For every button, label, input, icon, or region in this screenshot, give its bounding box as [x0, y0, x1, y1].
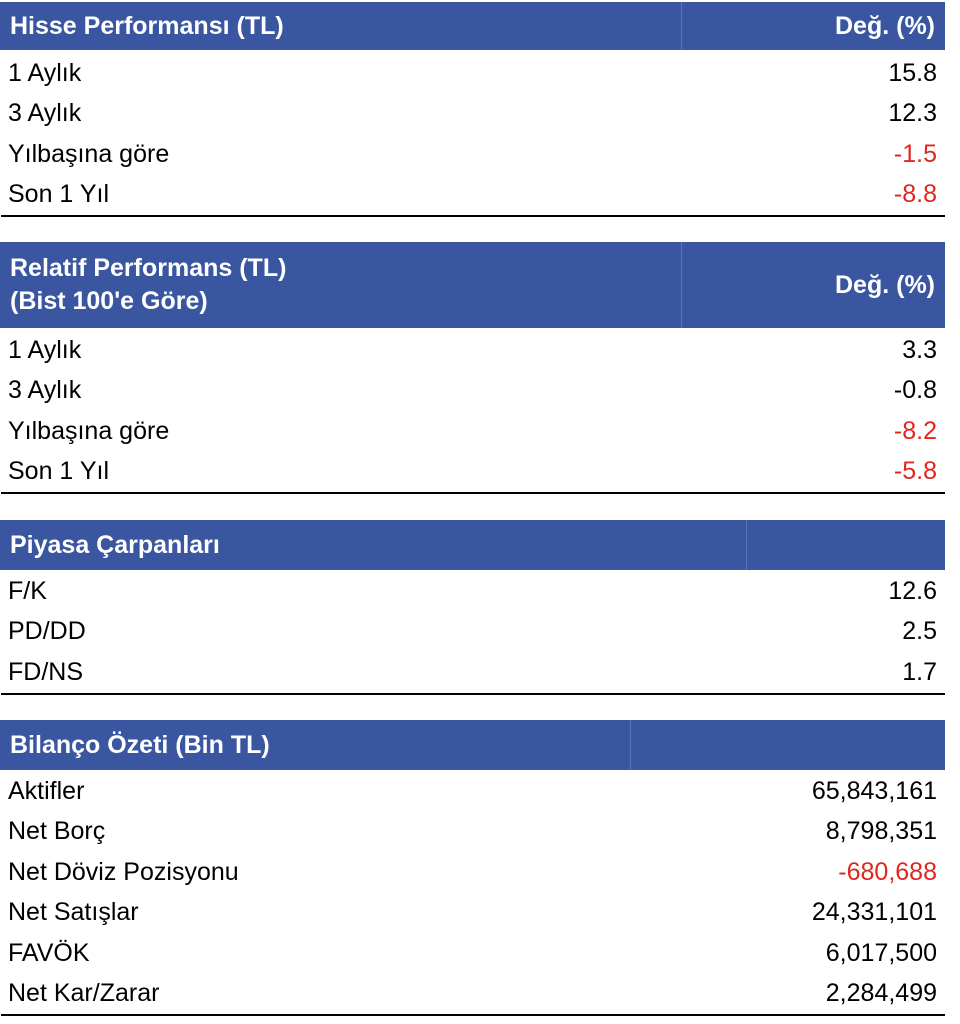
change-column-header: Değ. (%): [835, 11, 935, 40]
balance-summary-title: Bilanço Özeti (Bin TL): [10, 730, 270, 759]
row-value: 6,017,500: [825, 938, 937, 967]
table-row: 3 Aylık 12.3: [0, 94, 945, 135]
row-value: -8.2: [893, 416, 937, 445]
market-multiples-header: Piyasa Çarpanları: [0, 520, 945, 570]
row-label: Aktifler: [8, 776, 85, 805]
relative-performance-rows: 1 Aylık 3.3 3 Aylık -0.8 Yılbaşına göre …: [0, 330, 945, 492]
relative-performance-title-line1: Relatif Performans (TL): [10, 254, 287, 282]
row-value: 65,843,161: [811, 776, 937, 805]
market-multiples-rows: F/K 12.6 PD/DD 2.5 FD/NS 1.7: [0, 571, 945, 693]
row-value: -8.8: [893, 180, 937, 209]
row-label: Yılbaşına göre: [8, 139, 170, 168]
row-label: 1 Aylık: [8, 335, 82, 364]
row-value: -1.5: [893, 139, 937, 168]
stock-performance-title: Hisse Performansı (TL): [10, 11, 284, 40]
table-row: Son 1 Yıl -8.8: [0, 175, 945, 216]
row-value: 12.6: [888, 576, 937, 605]
row-label: 1 Aylık: [8, 58, 82, 87]
stock-performance-header: Hisse Performansı (TL) Değ. (%): [0, 2, 945, 50]
market-multiples-title: Piyasa Çarpanları: [10, 530, 220, 559]
table-bottom-rule: [1, 1014, 945, 1016]
row-value: 12.3: [888, 99, 937, 128]
row-label: 3 Aylık: [8, 99, 82, 128]
table-row: Yılbaşına göre -8.2: [0, 411, 945, 452]
table-row: Yılbaşına göre -1.5: [0, 134, 945, 175]
row-value: -0.8: [893, 376, 937, 405]
row-value: 1.7: [902, 657, 937, 686]
table-row: 1 Aylık 3.3: [0, 330, 945, 371]
row-value: -5.8: [893, 457, 937, 486]
table-row: Son 1 Yıl -5.8: [0, 452, 945, 493]
row-label: PD/DD: [8, 617, 86, 646]
header-divider: [681, 242, 682, 328]
table-bottom-rule: [1, 492, 945, 494]
balance-summary-table: Bilanço Özeti (Bin TL) Aktifler 65,843,1…: [0, 720, 945, 1016]
row-label: Net Satışlar: [8, 898, 139, 927]
row-value: 15.8: [888, 58, 937, 87]
table-row: 1 Aylık 15.8: [0, 53, 945, 94]
header-divider: [681, 2, 682, 50]
table-row: Net Satışlar 24,331,101: [0, 893, 945, 934]
stock-performance-rows: 1 Aylık 15.8 3 Aylık 12.3 Yılbaşına göre…: [0, 53, 945, 215]
header-divider: [746, 520, 747, 570]
row-label: Net Kar/Zarar: [8, 979, 160, 1008]
row-label: FAVÖK: [8, 938, 90, 967]
header-divider: [630, 720, 631, 770]
relative-performance-title: Relatif Performans (TL) (Bist 100'e Göre…: [10, 252, 835, 318]
table-row: Aktifler 65,843,161: [0, 771, 945, 812]
balance-summary-rows: Aktifler 65,843,161 Net Borç 8,798,351 N…: [0, 771, 945, 1014]
table-row: Net Döviz Pozisyonu -680,688: [0, 852, 945, 893]
table-row: Net Borç 8,798,351: [0, 812, 945, 853]
table-row: PD/DD 2.5: [0, 612, 945, 653]
row-value: -680,688: [838, 857, 937, 886]
row-label: Yılbaşına göre: [8, 416, 170, 445]
table-bottom-rule: [1, 692, 945, 695]
relative-performance-table: Relatif Performans (TL) (Bist 100'e Göre…: [0, 242, 945, 494]
market-multiples-table: Piyasa Çarpanları F/K 12.6 PD/DD 2.5 FD/…: [0, 520, 945, 695]
table-row: FD/NS 1.7: [0, 652, 945, 693]
row-label: 3 Aylık: [8, 376, 82, 405]
table-row: F/K 12.6: [0, 571, 945, 612]
row-value: 8,798,351: [825, 817, 937, 846]
relative-performance-header: Relatif Performans (TL) (Bist 100'e Göre…: [0, 242, 945, 328]
relative-performance-title-line2: (Bist 100'e Göre): [10, 287, 208, 315]
row-label: Net Borç: [8, 817, 106, 846]
row-value: 2.5: [902, 617, 937, 646]
change-column-header: Değ. (%): [835, 270, 935, 299]
table-bottom-rule: [1, 215, 945, 217]
row-label: F/K: [8, 576, 47, 605]
table-row: FAVÖK 6,017,500: [0, 933, 945, 974]
row-value: 2,284,499: [825, 979, 937, 1008]
row-label: Son 1 Yıl: [8, 180, 110, 209]
row-value: 3.3: [902, 335, 937, 364]
stock-performance-table: Hisse Performansı (TL) Değ. (%) 1 Aylık …: [0, 2, 945, 217]
row-label: Net Döviz Pozisyonu: [8, 857, 239, 886]
row-label: Son 1 Yıl: [8, 457, 110, 486]
balance-summary-header: Bilanço Özeti (Bin TL): [0, 720, 945, 770]
table-row: Net Kar/Zarar 2,284,499: [0, 974, 945, 1015]
table-row: 3 Aylık -0.8: [0, 371, 945, 412]
row-value: 24,331,101: [811, 898, 937, 927]
row-label: FD/NS: [8, 657, 83, 686]
